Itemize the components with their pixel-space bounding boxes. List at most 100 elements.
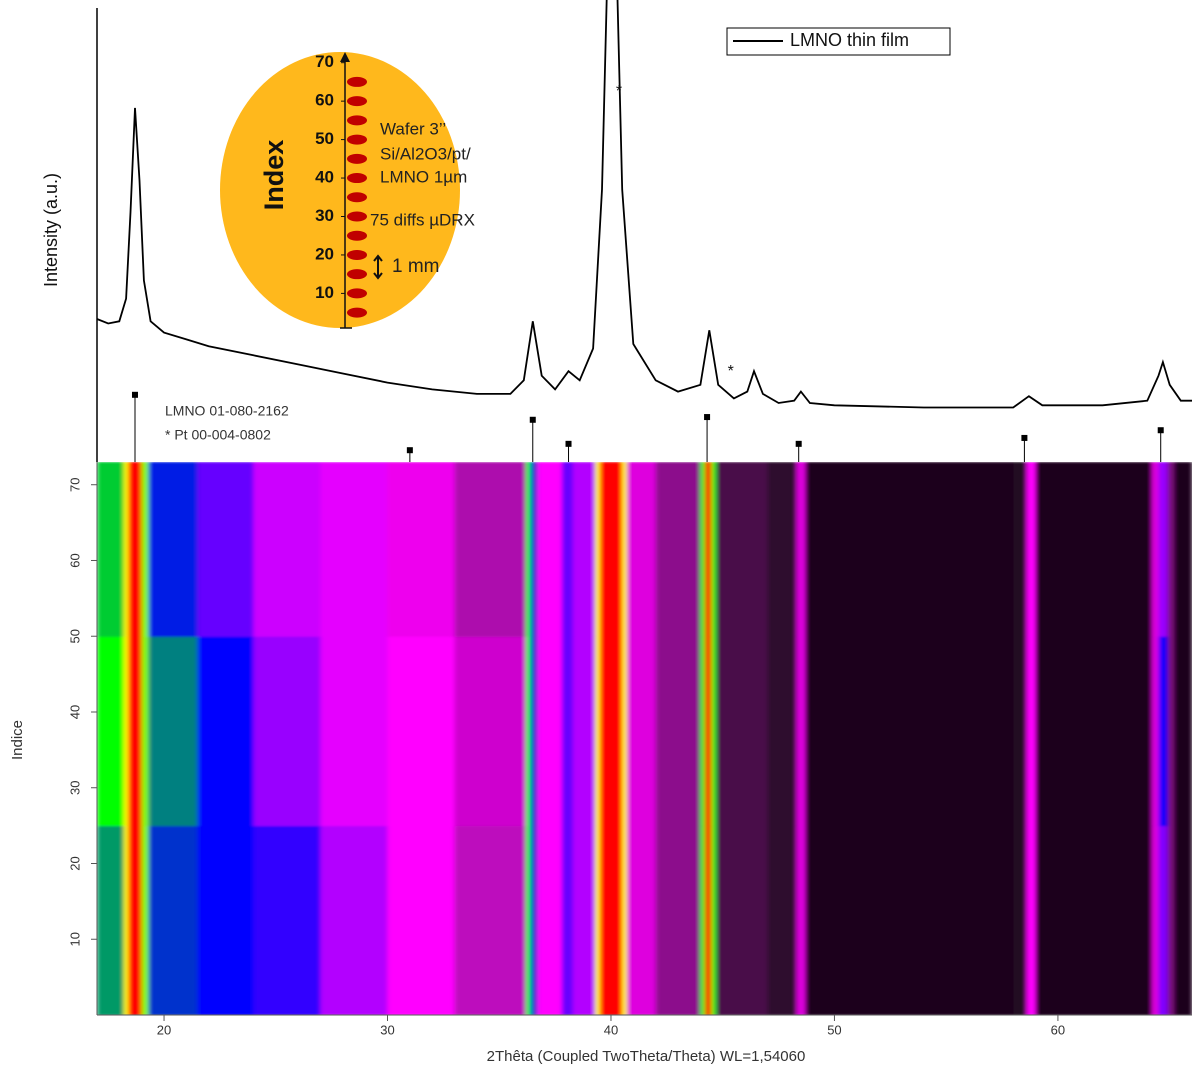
heatmap-cell: [1174, 636, 1192, 827]
heatmap-cell: [626, 825, 657, 1015]
data-line: [97, 0, 1192, 409]
inset: Index Wafer 3’’ Si/Al2O3/pt/ LMNO 1µm 75…: [220, 52, 475, 329]
heatmap-cell: [454, 462, 527, 637]
reference-marker: [1157, 427, 1164, 434]
annotation: *: [616, 83, 622, 100]
heatmap-cell: [537, 636, 563, 827]
inset-text: LMNO 1µm: [380, 167, 467, 186]
heatmap-cell: [805, 636, 1014, 827]
heatmap-cell: [595, 462, 601, 637]
inset-arrow: [340, 52, 350, 62]
measure-point: [347, 134, 367, 145]
y-tick-label: 50: [67, 629, 82, 643]
heatmap-cell: [700, 825, 706, 1015]
heatmap-cell: [1158, 825, 1168, 1015]
heatmap-cell: [1167, 825, 1175, 1015]
heatmap-cell: [595, 636, 601, 827]
heatmap-cell: [387, 636, 456, 827]
heatmap-cell: [97, 462, 125, 637]
heatmap-cell: [1151, 636, 1159, 827]
heatmap-cell: [626, 462, 657, 637]
inset-tick-label: 60: [315, 91, 334, 110]
heatmap-cell: [1151, 462, 1159, 637]
heatmap-cell: [622, 462, 628, 637]
heatmap-cell: [655, 825, 701, 1015]
heatmap-cell: [711, 636, 717, 827]
x-label: 2Thêta (Coupled TwoTheta/Theta) WL=1,540…: [487, 1048, 806, 1065]
heatmap-cell: [141, 636, 149, 827]
heatmap-cell: [767, 825, 797, 1015]
heatmap-cell: [599, 462, 623, 637]
heatmap-cell: [1013, 636, 1028, 827]
heatmap-cell: [572, 462, 596, 637]
reference-marker: [795, 440, 802, 447]
reference-marker: [406, 447, 413, 454]
heatmap-cell: [97, 636, 125, 827]
inset-tick-label: 40: [315, 168, 334, 187]
heatmap-cell: [1174, 825, 1192, 1015]
y-tick-label: 20: [67, 856, 82, 870]
wafer: [220, 52, 460, 328]
heatmap-cell: [796, 636, 806, 827]
heatmap-cell: [1035, 636, 1153, 827]
heatmap-cell: [123, 636, 129, 827]
heatmap-cell: [1158, 462, 1168, 637]
heatmap-cell: [572, 636, 596, 827]
heatmap-cell: [599, 636, 623, 827]
heatmap-cell: [704, 825, 713, 1015]
inset-text: Wafer 3’’: [380, 119, 446, 138]
measure-point: [347, 192, 367, 203]
heatmap-cell: [537, 462, 563, 637]
heatmap-cell: [767, 636, 797, 827]
heatmap-cell: [655, 462, 701, 637]
heatmap-cell: [253, 825, 321, 1015]
heatmap-cell: [1026, 636, 1037, 827]
inset-tick-label: 20: [315, 244, 334, 263]
heatmap-cell: [1013, 825, 1028, 1015]
heatmap: [97, 462, 1192, 1015]
heatmap-cell: [1167, 636, 1175, 827]
heatmap-cell: [711, 462, 717, 637]
heatmap-cell: [320, 636, 389, 827]
heatmap-cell: [622, 825, 628, 1015]
inset-text: 1 mm: [392, 256, 440, 277]
heatmap-cell: [796, 825, 806, 1015]
heatmap-cell: [320, 825, 389, 1015]
heatmap-cell: [530, 825, 538, 1015]
y-label: Intensity (a.u.): [41, 173, 61, 287]
heatmap-cell: [716, 825, 768, 1015]
reference-note: * Pt 00-004-0802: [165, 427, 271, 443]
heatmap-cell: [197, 636, 254, 827]
heatmap-cell: [711, 825, 717, 1015]
inset-tick-label: 50: [315, 129, 334, 148]
reference-marker: [1021, 434, 1028, 441]
heatmap-cell: [805, 825, 1014, 1015]
y-tick-label: 10: [67, 932, 82, 946]
x-tick-label: 60: [1051, 1022, 1065, 1037]
measure-point: [347, 307, 367, 318]
heatmap-cell: [148, 462, 199, 637]
heatmap-cell: [387, 462, 456, 637]
heatmap-cell: [1158, 636, 1168, 827]
heatmap-cell: [526, 636, 532, 827]
reference-marker: [131, 391, 138, 398]
measure-point: [347, 211, 367, 222]
heatmap-cell: [141, 462, 149, 637]
heatmap-cell: [599, 825, 623, 1015]
heatmap-cell: [1174, 462, 1192, 637]
heatmap-cell: [796, 462, 806, 637]
reference-label: LMNO 01-080-2162: [165, 403, 289, 419]
heatmap-cell: [123, 462, 129, 637]
heatmap-cell: [148, 636, 199, 827]
heatmap-cell: [148, 825, 199, 1015]
heatmap-cell: [704, 462, 713, 637]
measure-point: [347, 230, 367, 241]
heatmap-cell: [197, 462, 254, 637]
y-tick-label: 70: [67, 477, 82, 491]
inset-tick-label: 30: [315, 206, 334, 225]
heatmap-cell: [141, 825, 149, 1015]
reference-marker: [565, 440, 572, 447]
heatmap-cell: [1035, 462, 1153, 637]
heatmap-cell: [1151, 825, 1159, 1015]
